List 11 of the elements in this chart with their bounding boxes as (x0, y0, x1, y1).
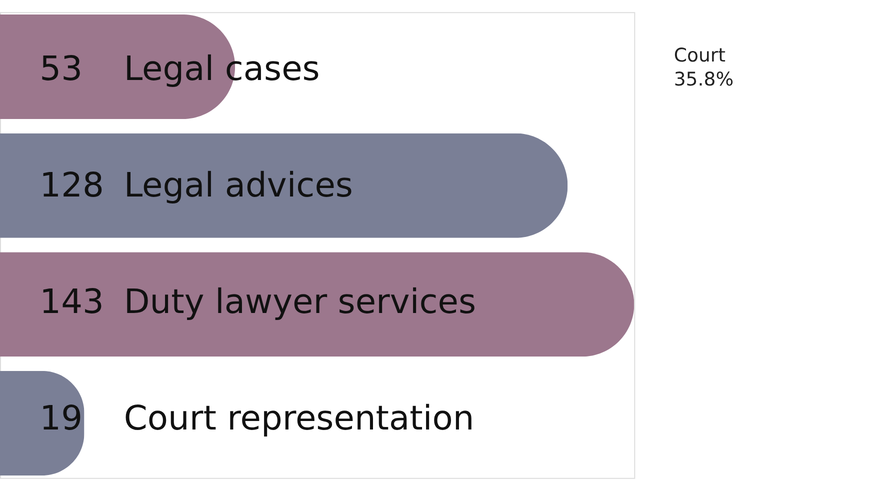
y-tick-label: Legal advices (124, 166, 353, 205)
text: Court (674, 46, 726, 67)
y-tick-label: Court representation (124, 398, 474, 438)
data-label: 143 (40, 282, 104, 322)
data-label: 19 (40, 398, 83, 438)
text: 35.8% (674, 69, 734, 90)
y-tick-label: Duty lawyer services (124, 282, 476, 322)
bar (0, 252, 634, 357)
data-label: 128 (40, 166, 104, 205)
bar (0, 133, 568, 238)
data-label: 53 (40, 49, 83, 88)
